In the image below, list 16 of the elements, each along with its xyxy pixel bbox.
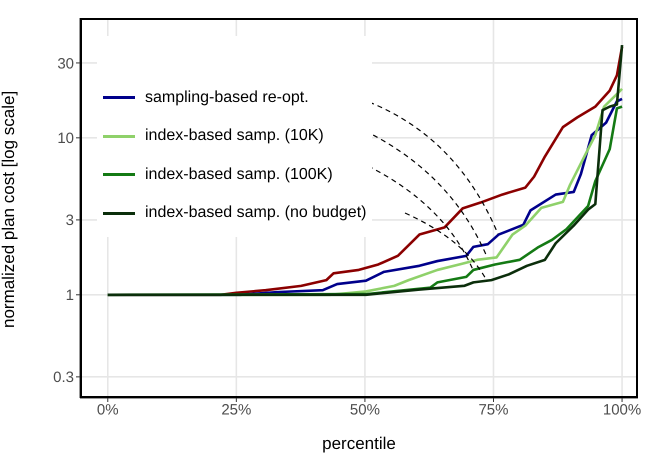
legend-label: index-based samp. (10K) [145,127,324,146]
y-axis-title: normalized plan cost [log scale] [0,90,18,328]
y-tick-label: 3 [66,212,74,230]
legend-label: index-based samp. (100K) [145,166,333,184]
y-tick-label: 0.3 [53,369,74,386]
x-tick-label: 50% [350,402,380,419]
x-tick-label: 100% [602,402,642,419]
legend-label: index-based samp. (no budget) [145,204,366,222]
y-tick-label: 1 [66,287,74,304]
x-tick-label: 0% [96,402,119,419]
x-tick-label: 75% [478,402,508,419]
legend-label: sampling-based re-opt. [145,88,309,107]
y-tick-label: 10 [57,130,74,148]
y-tick-label: 30 [57,55,74,72]
x-tick-label: 25% [221,402,252,419]
x-axis-title: percentile [322,434,396,453]
